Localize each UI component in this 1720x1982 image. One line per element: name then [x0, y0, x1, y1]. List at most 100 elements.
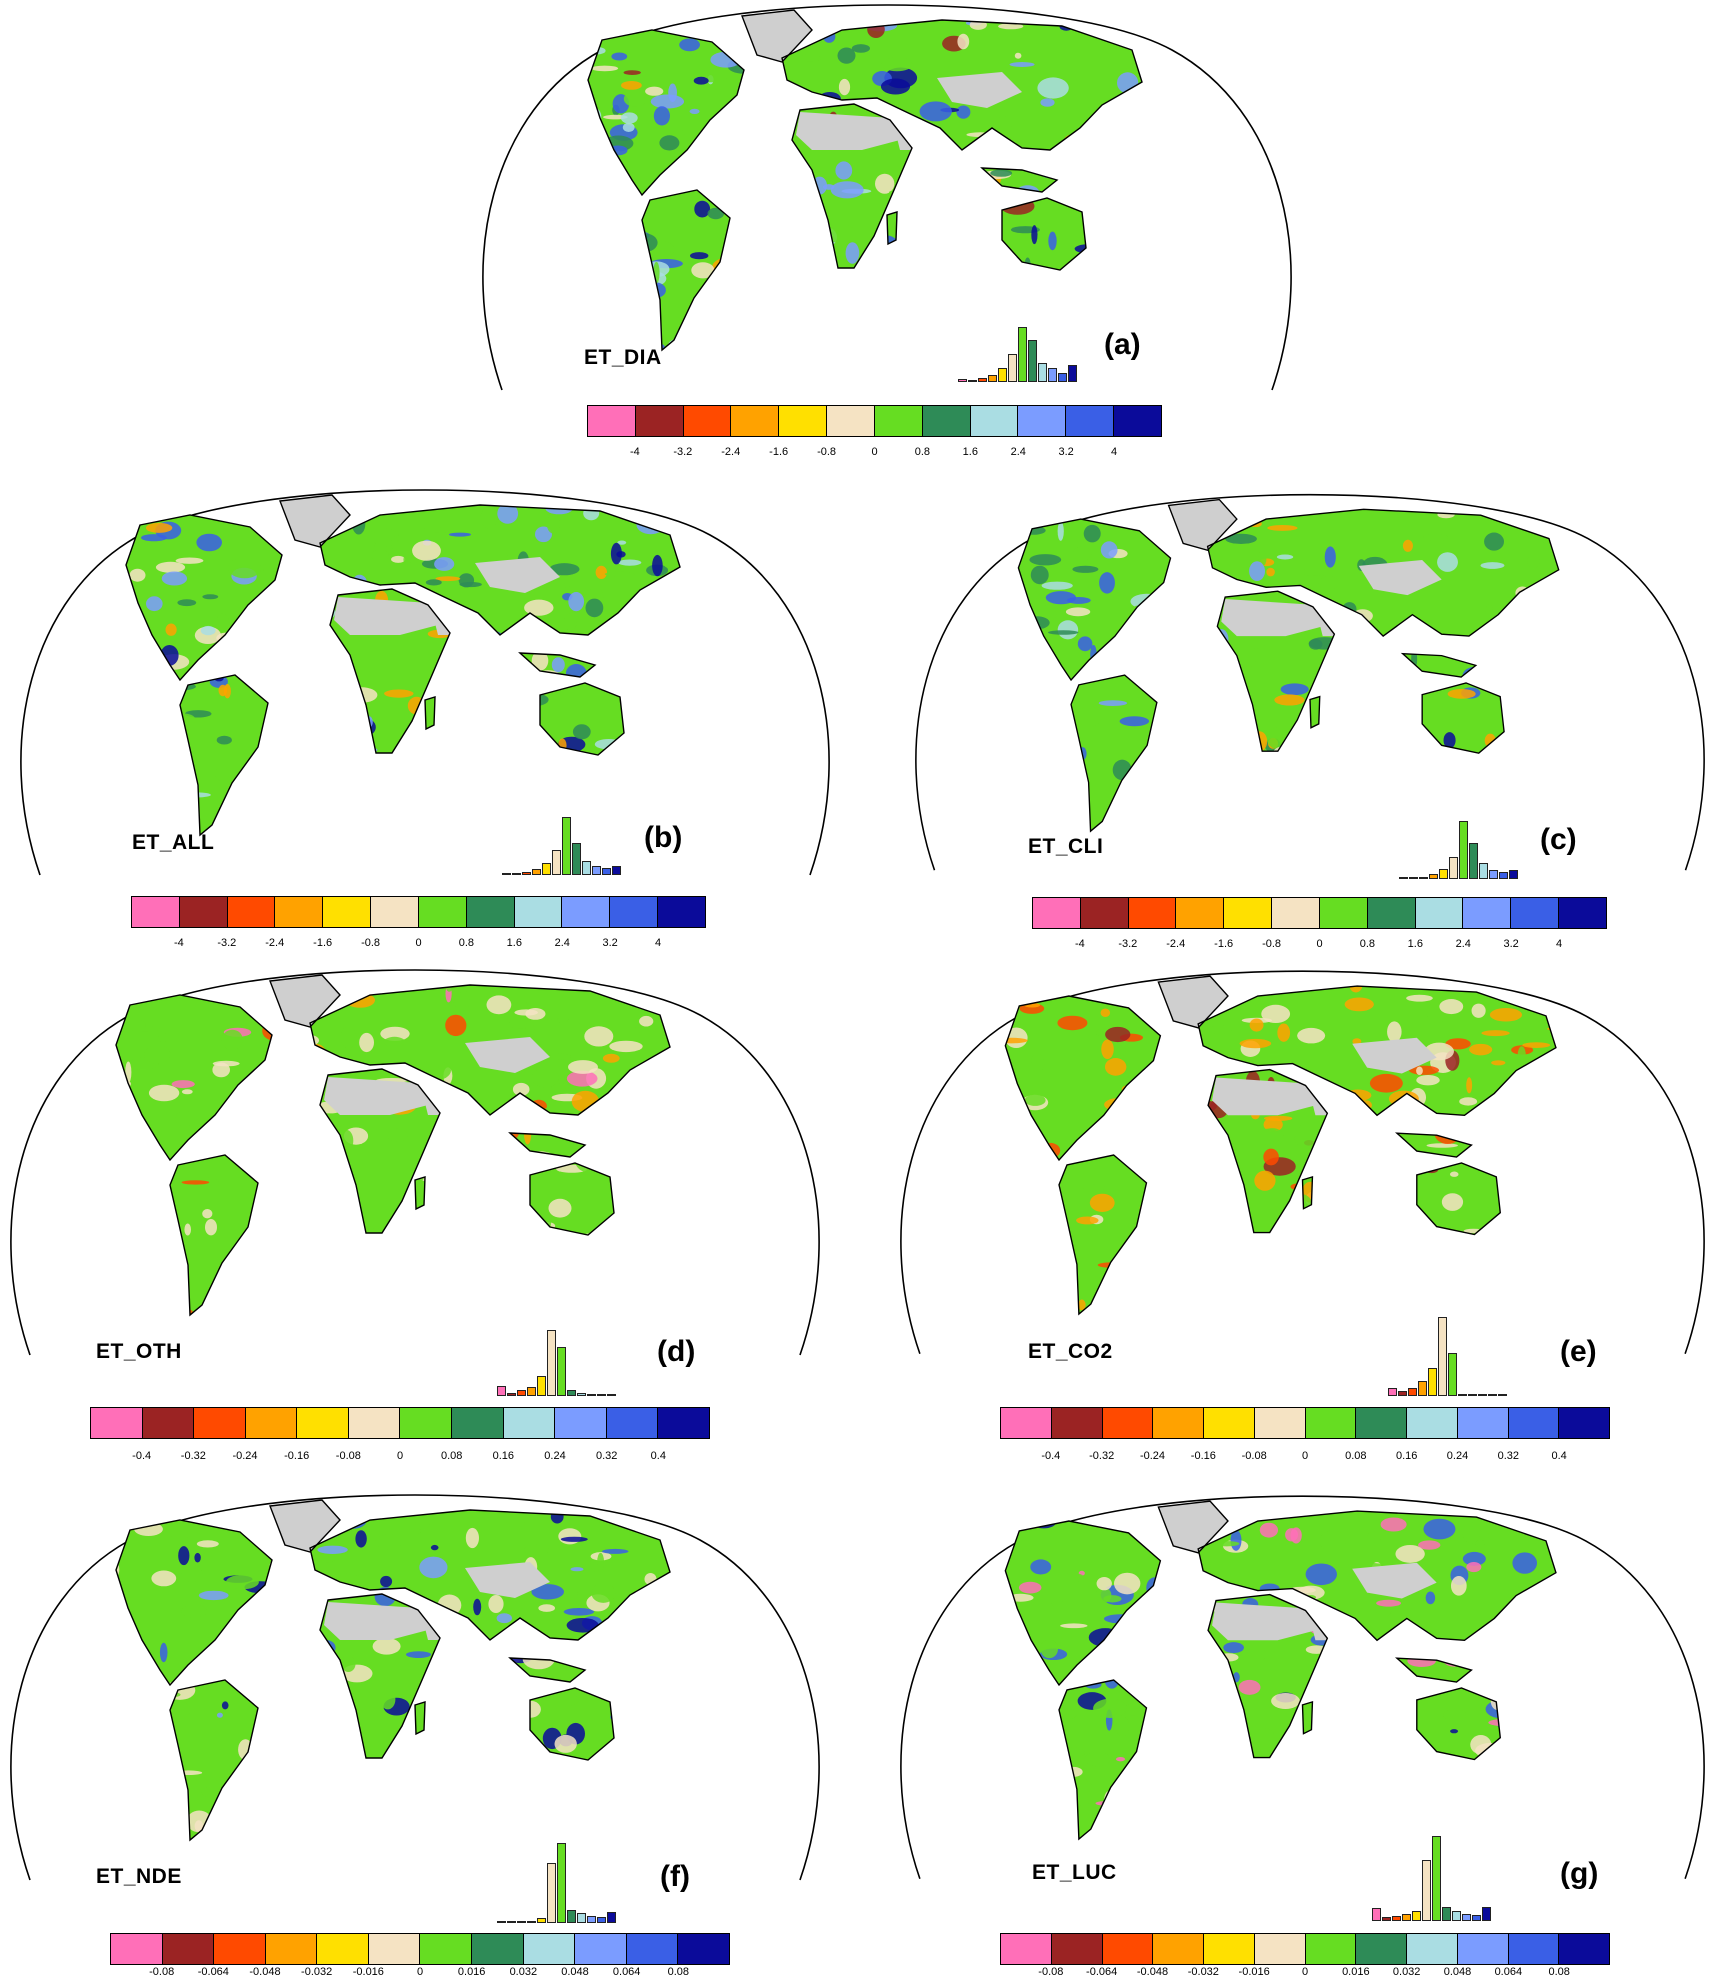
map-e	[900, 970, 1705, 1355]
land-field	[1005, 1501, 1556, 1840]
colorbar-swatch	[779, 406, 828, 436]
histogram-bar	[577, 1393, 586, 1396]
coastline-sa	[1070, 674, 1158, 833]
colorbar-tick-label: 0.032	[509, 1966, 538, 1978]
histogram-bar	[1438, 1317, 1447, 1396]
coastline-australia	[529, 1162, 615, 1236]
panel-d: ET_OTH (d)	[10, 960, 830, 1440]
coastline-eurasia	[319, 504, 681, 636]
colorbar	[1032, 897, 1607, 929]
coastline-australia	[1421, 682, 1505, 754]
colorbar-tick-label: -0.048	[249, 1966, 281, 1978]
colorbar-tick-label: 0	[1301, 1450, 1309, 1462]
coastline-indo	[1394, 1657, 1473, 1683]
coastline-africa	[791, 103, 913, 269]
histogram-bar	[612, 866, 621, 875]
colorbar	[587, 405, 1162, 437]
coastline-africa	[1207, 1593, 1329, 1759]
colorbar-tick-label: 1.6	[962, 446, 978, 458]
colorbar-tick-label: -0.064	[1086, 1966, 1118, 1978]
colorbar-swatch	[214, 1934, 266, 1964]
colorbar-tick-label: -0.016	[352, 1966, 384, 1978]
histogram-bar	[1462, 1914, 1471, 1921]
colorbar-tick-label: -3.2	[217, 937, 237, 949]
histogram-bar	[1449, 857, 1458, 879]
colorbar-tick-label: -0.8	[361, 937, 381, 949]
colorbar-swatch	[1457, 1408, 1509, 1438]
colorbar-swatch	[1319, 898, 1368, 928]
coastline-greenland	[1157, 975, 1229, 1029]
colorbar-swatch	[575, 1934, 627, 1964]
histogram-bar	[1452, 1911, 1461, 1921]
colorbar-tick-label: 3.2	[602, 937, 618, 949]
colorbar-swatch	[523, 1934, 576, 1964]
colorbar-swatch	[1272, 898, 1320, 928]
histogram-bar	[1419, 877, 1428, 879]
histogram-bar	[512, 873, 521, 875]
coastline-africa	[1207, 1068, 1329, 1234]
colorbar-swatch	[275, 897, 324, 927]
colorbar-tick-label: -0.16	[1190, 1450, 1216, 1462]
colorbar-swatch	[1254, 1934, 1306, 1964]
colorbar	[1000, 1933, 1610, 1965]
histogram-bar	[1382, 1917, 1391, 1921]
histogram	[497, 1823, 616, 1923]
colorbar-swatch	[142, 1408, 195, 1438]
colorbar-swatch	[1153, 1408, 1204, 1438]
histogram-bar	[1469, 843, 1478, 879]
colorbar-tick-label: 3.2	[1058, 446, 1074, 458]
colorbar-swatch	[368, 1934, 421, 1964]
colorbar-swatch	[1114, 406, 1161, 436]
colorbar-swatch	[1356, 1934, 1407, 1964]
colorbar-tick-label: -0.048	[1136, 1966, 1169, 1978]
histogram-bar	[1392, 1916, 1401, 1921]
coastline-eurasia	[1206, 508, 1560, 638]
histogram-bar	[497, 1921, 506, 1923]
colorbar-swatch	[179, 897, 228, 927]
histogram-bar	[1458, 1394, 1467, 1396]
histogram-bar	[1479, 863, 1488, 879]
histogram-bar	[1442, 1907, 1451, 1921]
coastline-eurasia	[309, 1509, 671, 1641]
histogram	[958, 282, 1077, 382]
colorbar-swatch	[1511, 898, 1560, 928]
histogram-bar	[978, 378, 987, 382]
histogram-bar	[1472, 1915, 1481, 1921]
map-b	[20, 489, 830, 876]
colorbar-swatch	[1204, 1408, 1255, 1438]
histogram-bar	[968, 380, 977, 382]
panel-letter: (d)	[657, 1335, 696, 1368]
land-field	[1018, 499, 1559, 832]
histogram-bar	[1068, 365, 1077, 382]
colorbar-swatch	[635, 406, 684, 436]
colorbar-tick-label: 0.064	[1494, 1966, 1523, 1978]
colorbar-tick-label: 0	[396, 1450, 404, 1462]
colorbar-tick-label: 0	[415, 937, 422, 949]
colorbar-tick-label: -0.08	[1038, 1966, 1064, 1978]
colorbar-swatch	[245, 1408, 298, 1438]
panel-letter: (b)	[644, 821, 683, 854]
histogram-bar	[1409, 877, 1418, 879]
colorbar-tick-labels-e: -0.4 -0.32 -0.24 -0.16 -0.08 0 0.08 0.16 0.24 0.3…	[1000, 1450, 1610, 1466]
histogram-bar	[1489, 870, 1498, 879]
histogram-bar	[547, 1863, 556, 1923]
colorbar-tick-label: -0.08	[149, 1966, 175, 1978]
histogram-bar	[1038, 363, 1047, 382]
coastline-indo	[1394, 1132, 1473, 1158]
globe-outline	[915, 493, 1705, 871]
colorbar-swatch	[1102, 1934, 1154, 1964]
histogram-bar	[958, 379, 967, 382]
histogram-bar	[597, 1394, 606, 1396]
histogram	[497, 1296, 616, 1396]
panel-f: ET_NDE (f)	[10, 1485, 830, 1980]
colorbar-swatch	[1559, 1934, 1609, 1964]
coastline-indo	[518, 652, 597, 678]
coastline-africa	[329, 588, 451, 754]
panel-c: ET_CLI (c) -4 -3.2 -2.4 -1.6 -0.8 0 0.8 1.6 2.4 3…	[915, 485, 1720, 950]
colorbar-swatch	[418, 897, 467, 927]
histogram-bar	[1439, 869, 1448, 879]
histogram-bar	[1402, 1914, 1411, 1921]
panel-letter: (a)	[1104, 328, 1141, 361]
colorbar-tick-label: -0.32	[1089, 1450, 1115, 1462]
histogram-bar	[1408, 1388, 1417, 1396]
